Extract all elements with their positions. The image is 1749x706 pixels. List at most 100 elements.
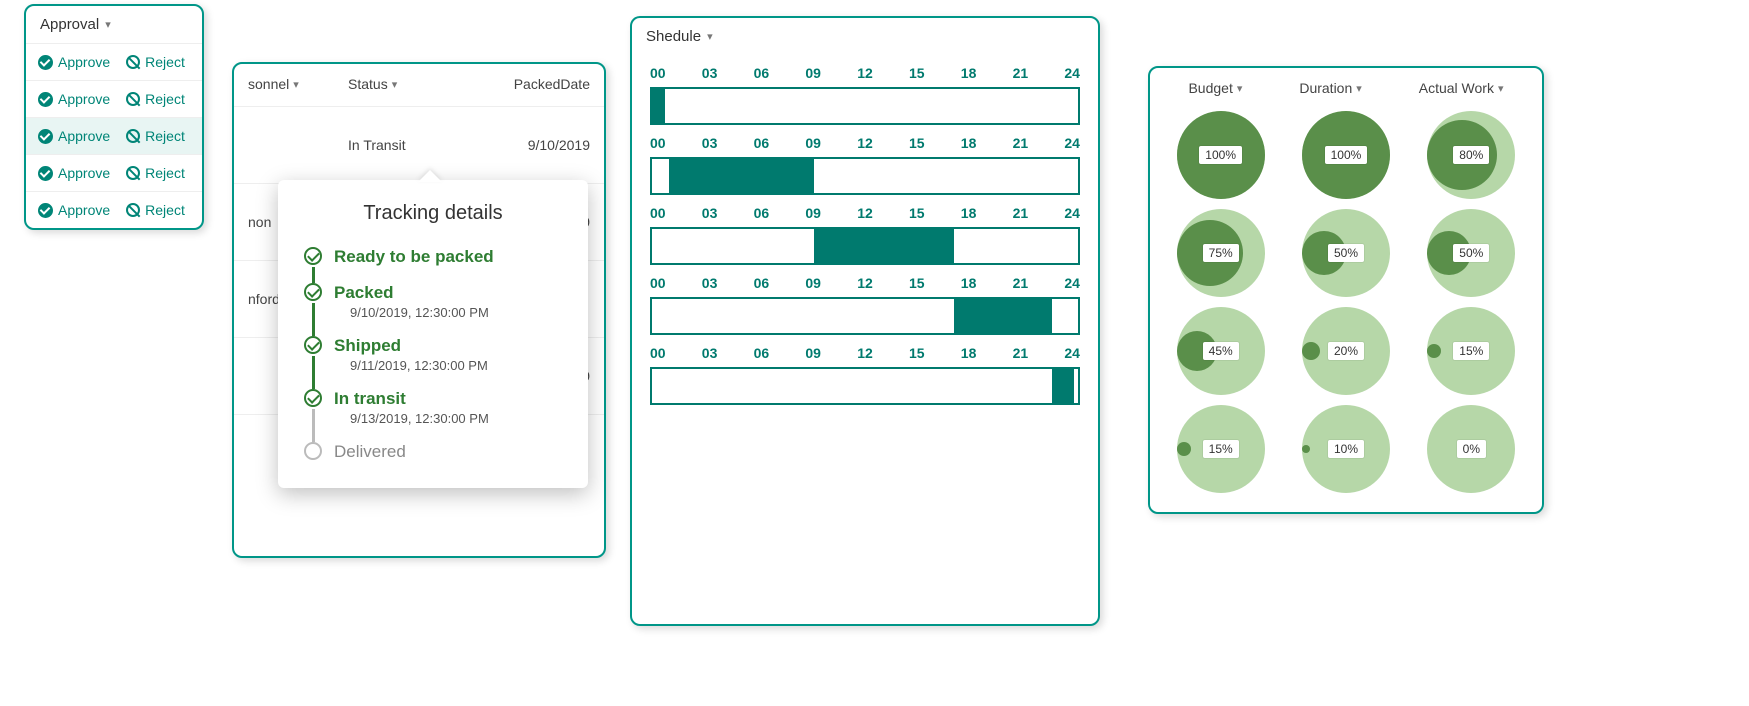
schedule-row: 000306091215182124 [632,195,1098,265]
budget-bubble: 50% [1416,208,1526,298]
bubble-percent-label: 20% [1328,342,1364,360]
approval-row: Approve Reject [26,191,202,228]
hour-label: 03 [702,65,718,81]
reject-button[interactable]: Reject [126,54,185,70]
reject-button[interactable]: Reject [126,91,185,107]
ban-icon [126,92,140,106]
bubble-percent-label: 50% [1328,244,1364,262]
tracking-step-label: In transit [334,389,566,409]
hour-label: 18 [961,65,977,81]
hour-label: 21 [1013,135,1029,151]
approve-button[interactable]: Approve [38,202,110,218]
approval-header[interactable]: Approval ▾ [26,6,202,43]
hour-label: 18 [961,135,977,151]
hour-label: 12 [857,275,873,291]
approve-button[interactable]: Approve [38,128,110,144]
chevron-down-icon: ▾ [1356,82,1362,95]
schedule-header[interactable]: Shedule ▾ [632,18,1098,55]
hour-label: 21 [1013,345,1029,361]
schedule-row: 000306091215182124 [632,265,1098,335]
reject-button[interactable]: Reject [126,128,185,144]
schedule-bar-track [650,367,1080,405]
duration-column-header[interactable]: Duration ▾ [1299,80,1361,96]
hour-label: 03 [702,275,718,291]
hour-label: 09 [805,135,821,151]
budget-bubble: 100% [1291,110,1401,200]
hour-label: 06 [754,65,770,81]
approval-header-label: Approval [40,16,99,33]
status-cell: In Transit [338,137,480,153]
tracking-step: Delivered [300,434,566,470]
packed-date-column-header[interactable]: PackedDate [480,76,590,92]
hour-label: 18 [961,275,977,291]
status-column-header[interactable]: Status ▾ [338,76,480,92]
schedule-row: 000306091215182124 [632,125,1098,195]
chevron-down-icon: ▾ [1237,82,1243,95]
bubble-percent-label: 45% [1203,342,1239,360]
hour-scale: 000306091215182124 [650,345,1080,361]
budget-bubble: 0% [1416,404,1526,494]
actual-work-column-header[interactable]: Actual Work ▾ [1419,80,1504,96]
approve-button[interactable]: Approve [38,91,110,107]
bubble-percent-label: 15% [1203,440,1239,458]
approve-button[interactable]: Approve [38,165,110,181]
tracking-step-timestamp: 9/13/2019, 12:30:00 PM [350,411,566,426]
tracking-title: Tracking details [300,202,566,225]
approve-label: Approve [58,165,110,181]
schedule-bar-fill [669,159,814,193]
hour-label: 12 [857,345,873,361]
tracking-step-timestamp: 9/10/2019, 12:30:00 PM [350,305,566,320]
hour-label: 09 [805,65,821,81]
budget-bubble: 45% [1166,306,1276,396]
approve-button[interactable]: Approve [38,54,110,70]
hour-label: 06 [754,135,770,151]
hour-label: 24 [1064,345,1080,361]
ban-icon [126,55,140,69]
tracking-step: In transit 9/13/2019, 12:30:00 PM [300,381,566,434]
ban-icon [126,129,140,143]
budget-bubble: 80% [1416,110,1526,200]
personnel-cell [248,137,338,153]
ban-icon [126,166,140,180]
schedule-bar-fill [652,89,665,123]
budget-column-header[interactable]: Budget ▾ [1188,80,1242,96]
tracking-step: Ready to be packed [300,239,566,275]
tracking-step: Packed 9/10/2019, 12:30:00 PM [300,275,566,328]
check-circle-icon [38,203,53,218]
hour-label: 03 [702,135,718,151]
budget-headers: Budget ▾ Duration ▾ Actual Work ▾ [1150,74,1542,106]
schedule-header-label: Shedule [646,28,701,45]
budget-bubble: 15% [1416,306,1526,396]
bubble-percent-label: 80% [1453,146,1489,164]
reject-button[interactable]: Reject [126,165,185,181]
hour-scale: 000306091215182124 [650,65,1080,81]
tracking-step-label: Packed [334,283,566,303]
hour-label: 09 [805,275,821,291]
budget-row: 75% 50% 50% [1150,204,1542,302]
bubble-percent-label: 75% [1203,244,1239,262]
tracking-step-label: Delivered [334,442,566,462]
date-cell: 9/10/2019 [480,137,590,153]
budget-panel: Budget ▾ Duration ▾ Actual Work ▾ 100%10… [1148,66,1544,514]
personnel-column-header[interactable]: sonnel ▾ [248,76,338,92]
hour-label: 00 [650,275,666,291]
reject-button[interactable]: Reject [126,202,185,218]
check-circle-icon [38,129,53,144]
chevron-down-icon: ▾ [707,30,713,43]
hour-label: 00 [650,65,666,81]
reject-label: Reject [145,128,185,144]
hour-scale: 000306091215182124 [650,135,1080,151]
hour-label: 24 [1064,205,1080,221]
tracking-step-timestamp: 9/11/2019, 12:30:00 PM [350,358,566,373]
schedule-row: 000306091215182124 [632,55,1098,125]
approve-label: Approve [58,91,110,107]
hour-label: 18 [961,205,977,221]
hour-scale: 000306091215182124 [650,275,1080,291]
bubble-inner-circle [1177,442,1191,456]
status-table-header: sonnel ▾ Status ▾ PackedDate [234,64,604,107]
hour-label: 03 [702,345,718,361]
hour-label: 12 [857,135,873,151]
reject-label: Reject [145,165,185,181]
chevron-down-icon: ▾ [105,18,111,31]
hour-label: 12 [857,205,873,221]
